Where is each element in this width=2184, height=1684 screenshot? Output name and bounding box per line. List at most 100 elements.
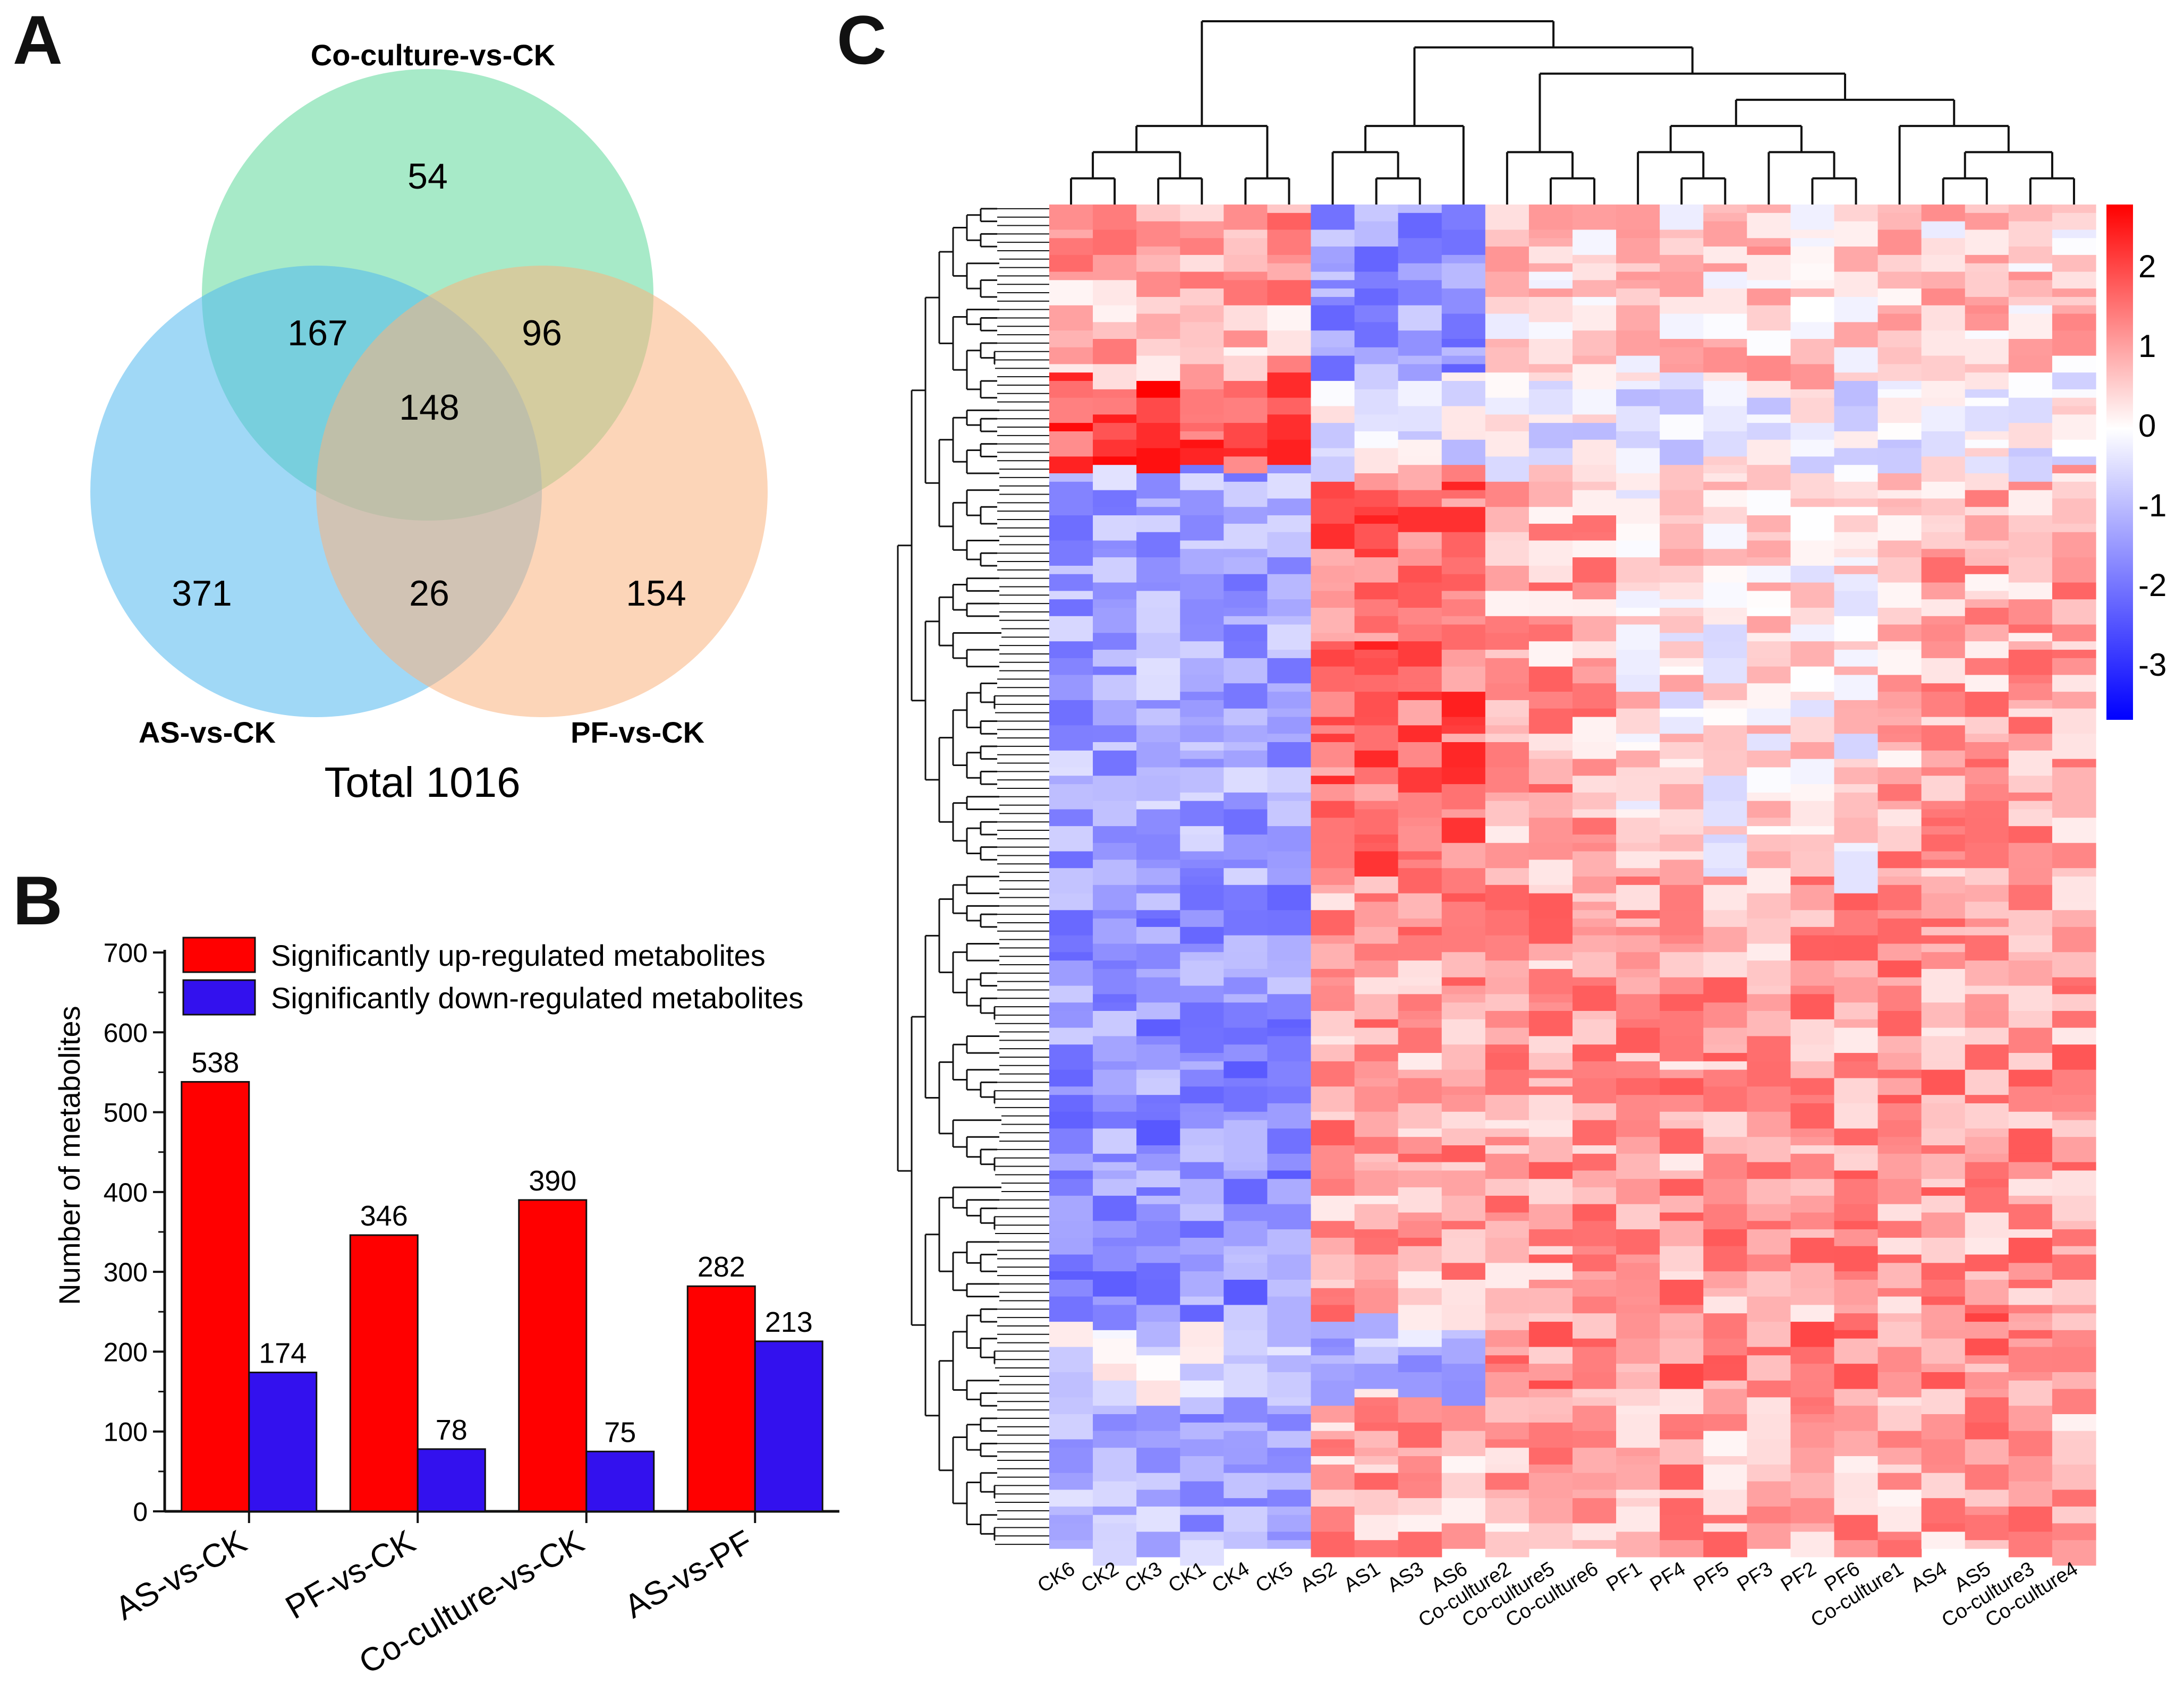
heatmap-cell — [1834, 532, 1879, 549]
heatmap-cell — [1616, 977, 1660, 994]
heatmap-cell — [1747, 238, 1791, 247]
heatmap-cell — [1093, 515, 1137, 541]
heatmap-cell — [1354, 633, 1399, 642]
heatmap-cell — [1093, 1195, 1137, 1221]
heatmap-cell — [1616, 968, 1660, 978]
heatmap-cell — [1311, 1145, 1355, 1171]
heatmap-cell — [1485, 1145, 1529, 1154]
heatmap-cell — [1049, 910, 1093, 936]
heatmap-cell — [1223, 1532, 1268, 1549]
heatmap-cell — [1049, 675, 1093, 701]
heatmap-cell — [1049, 868, 1093, 894]
heatmap-cell — [1528, 1204, 1573, 1230]
heatmap-cell — [1703, 977, 1747, 1003]
heatmap-cell — [1747, 826, 1791, 835]
heatmap-cell — [1834, 1305, 1879, 1314]
heatmap-cell — [1747, 1254, 1791, 1272]
heatmap-cell — [1877, 229, 1922, 256]
heatmap-cell — [1223, 205, 1268, 231]
heatmap-cell — [1136, 507, 1180, 516]
heatmap-cell — [1573, 1540, 1617, 1549]
heatmap-cell — [1398, 381, 1442, 407]
heatmap-cell — [1660, 1330, 1704, 1339]
heatmap-cell — [1049, 1027, 1093, 1045]
heatmap-cell — [1311, 1195, 1355, 1221]
heatmap-cell — [1311, 1456, 1355, 1465]
heatmap-cell — [1267, 1128, 1312, 1154]
heatmap-cell — [1267, 977, 1312, 994]
heatmap-cell — [1660, 826, 1704, 835]
heatmap-cell — [1834, 507, 1879, 516]
heatmap-cell — [1834, 792, 1879, 818]
heatmap-cell — [1093, 280, 1137, 306]
heatmap-cell — [1223, 280, 1268, 306]
heatmap-cell — [1180, 599, 1224, 625]
heatmap-cell — [1921, 893, 1966, 919]
heatmap-cell — [1441, 717, 1486, 726]
heatmap-cell — [1441, 742, 1486, 768]
heatmap-cell — [1311, 423, 1355, 449]
heatmap-cell — [1616, 473, 1660, 491]
heatmap-cell — [1790, 1145, 1835, 1154]
heatmap-cell — [1660, 296, 1704, 314]
heatmap-cell — [1921, 767, 1966, 776]
heatmap-cell — [1965, 372, 2009, 390]
heatmap-cell — [1965, 1187, 2009, 1213]
heatmap-cell — [1093, 1296, 1137, 1306]
heatmap-cell — [1398, 1137, 1442, 1154]
heatmap-cell — [1267, 305, 1312, 331]
heatmap-cell — [1441, 666, 1486, 692]
heatmap-cell — [1834, 1061, 1879, 1079]
heatmap-cell — [1354, 750, 1399, 768]
heatmap-cell — [1921, 1036, 1966, 1062]
heatmap-cell — [1093, 884, 1137, 911]
heatmap-cell — [1747, 1296, 1791, 1322]
heatmap-cell — [1398, 960, 1442, 978]
heatmap-cell — [1267, 1540, 1312, 1549]
heatmap-cell — [1573, 263, 1617, 280]
heatmap-cell — [1703, 868, 1747, 877]
heatmap-cell — [1354, 1229, 1399, 1238]
heatmap-cell — [1877, 826, 1922, 852]
panel-label-b: B — [13, 862, 63, 939]
heatmap-cell — [1180, 238, 1224, 256]
venn-count-coculture-only: 54 — [407, 156, 448, 197]
heatmap-cell — [1965, 1179, 2009, 1188]
heatmap-column-label: PF1 — [1603, 1558, 1646, 1596]
heatmap-cell — [1354, 1406, 1399, 1423]
heatmap-cell — [1180, 742, 1224, 751]
heatmap-cell — [1441, 1338, 1486, 1364]
heatmap-cell — [1528, 1422, 1573, 1448]
heatmap-cell — [2008, 1237, 2053, 1263]
heatmap-cell — [1136, 1044, 1180, 1070]
heatmap-cell — [1834, 1027, 1879, 1053]
heatmap-cell — [1528, 296, 1573, 322]
heatmap-cell — [1180, 1179, 1224, 1205]
heatmap-cell — [1877, 641, 1922, 650]
heatmap-cell — [1354, 1338, 1399, 1348]
heatmap-cell — [1267, 1506, 1312, 1516]
heatmap-cell — [1703, 683, 1747, 701]
heatmap-cell — [1093, 549, 1137, 558]
heatmap-cell — [1660, 708, 1704, 718]
heatmap-cell — [1136, 1195, 1180, 1205]
row-dendrogram — [897, 208, 1049, 1545]
heatmap-cell — [1180, 221, 1224, 239]
heatmap-cell — [2052, 792, 2096, 818]
heatmap-cell — [1660, 1414, 1704, 1432]
heatmap-cell — [1441, 490, 1486, 499]
heatmap-cell — [1790, 364, 1835, 390]
heatmap-cell — [1398, 868, 1442, 894]
heatmap-cell — [1398, 1481, 1442, 1499]
heatmap-column-label: PF3 — [1733, 1558, 1777, 1596]
heatmap-cell — [1311, 1305, 1355, 1322]
heatmap-cell — [1703, 1389, 1747, 1415]
heatmap-cell — [1616, 616, 1660, 625]
heatmap-cell — [1747, 423, 1791, 440]
heatmap-cell — [1834, 1002, 1879, 1020]
heatmap-cell — [1877, 1204, 1922, 1221]
heatmap-cell — [1223, 910, 1268, 936]
heatmap-cell — [1136, 1145, 1180, 1154]
heatmap-cell — [1616, 1532, 1660, 1558]
heatmap-cell — [1660, 1212, 1704, 1221]
